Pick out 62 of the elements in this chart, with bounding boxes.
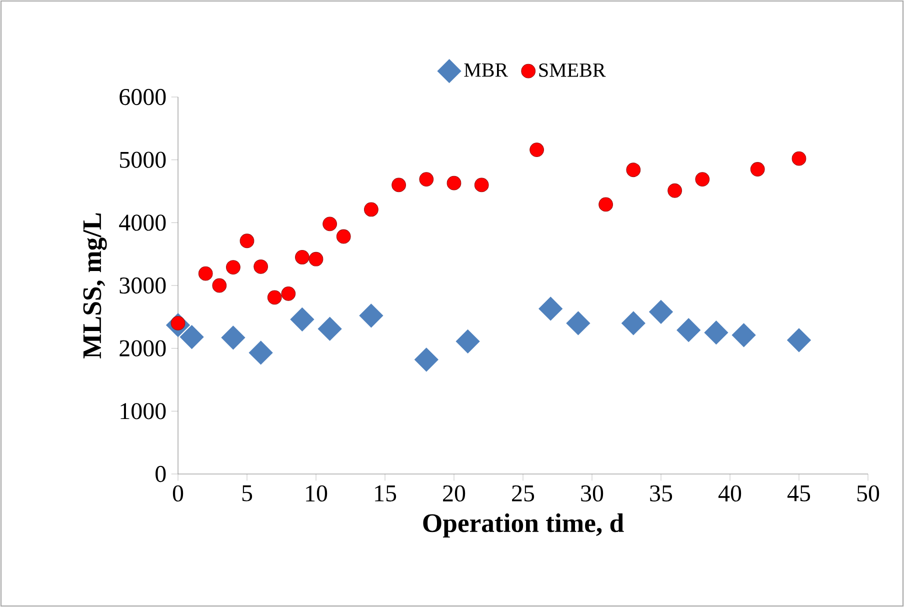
point [180, 325, 204, 349]
point [621, 311, 646, 336]
point [322, 216, 338, 232]
x-tick-label: 35 [650, 485, 672, 502]
x-tick-label: 5 [242, 485, 252, 502]
y-tick-label: 4000 [119, 214, 166, 231]
point [649, 300, 673, 324]
point [598, 197, 613, 212]
x-tick-label: 20 [443, 485, 466, 502]
point [212, 278, 227, 293]
point [474, 178, 489, 192]
point [308, 252, 324, 266]
y-tick-label: 2000 [120, 340, 166, 356]
point [295, 250, 310, 264]
point [318, 316, 342, 341]
point [695, 172, 710, 187]
y-axis-title: MLSS, mg/L [83, 213, 107, 358]
point [336, 229, 351, 244]
point [198, 266, 213, 281]
point [792, 151, 806, 166]
y-tick-label: 3000 [120, 277, 166, 294]
point [364, 202, 378, 217]
point [787, 328, 811, 352]
point [750, 162, 765, 176]
point [704, 320, 728, 345]
y-tick-label: 1000 [120, 403, 166, 420]
x-tick-label: 15 [375, 485, 396, 502]
point [676, 318, 701, 342]
x-axis-title: Operation time, d [423, 513, 624, 538]
point [732, 323, 756, 348]
point [254, 259, 268, 274]
legend-label: SMEBR [539, 63, 606, 77]
x-tick-label: 10 [306, 485, 328, 502]
y-tick-label: 5000 [120, 152, 166, 168]
point [392, 178, 406, 192]
point [530, 142, 544, 157]
point [290, 307, 314, 332]
x-tick-label: 40 [718, 485, 742, 502]
point [281, 286, 296, 301]
x-tick-label: 50 [857, 485, 880, 502]
point [566, 311, 590, 336]
point [414, 348, 438, 372]
y-tick-label: 0 [156, 466, 166, 482]
point [359, 304, 384, 328]
point [538, 296, 563, 321]
point [221, 326, 246, 350]
x-tick-label: 45 [787, 485, 810, 502]
point [456, 329, 480, 354]
x-tick-label: 0 [172, 485, 184, 502]
point [248, 340, 273, 365]
legend-label: MBR [464, 64, 508, 77]
x-tick-label: 25 [512, 485, 534, 502]
point [668, 183, 682, 198]
point [226, 260, 240, 274]
point [419, 172, 434, 187]
point [240, 234, 254, 248]
point [170, 316, 186, 330]
y-tick-label: 6000 [120, 88, 166, 106]
point [626, 162, 641, 178]
point [446, 176, 462, 190]
point [267, 290, 282, 305]
x-tick-label: 30 [581, 485, 604, 502]
